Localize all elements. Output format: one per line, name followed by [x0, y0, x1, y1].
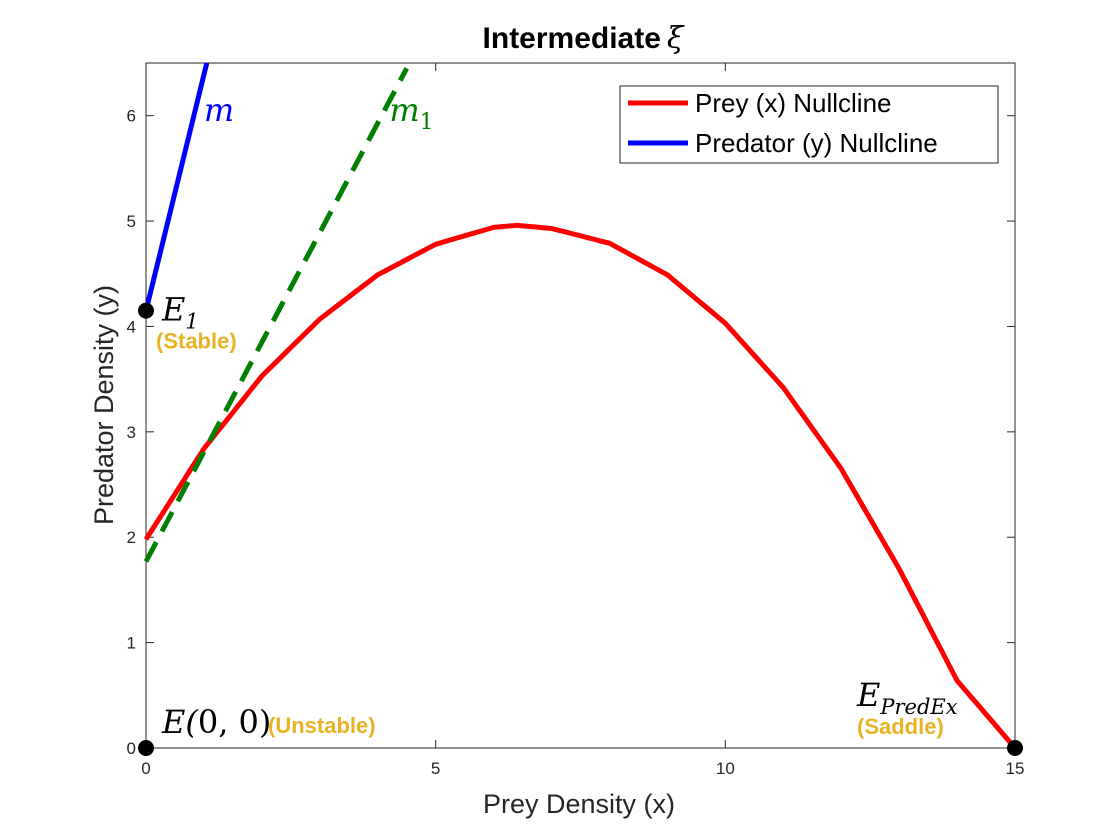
y-axis-label: Predator Density (y)	[89, 285, 119, 525]
equilibrium-e1-status: (Stable)	[156, 329, 237, 354]
y-tick-label: 4	[127, 317, 136, 336]
equilibrium-predex-marker	[1007, 740, 1023, 756]
plot-area	[145, 62, 1016, 749]
y-tick-label: 1	[127, 634, 136, 653]
x-tick-label: 15	[1006, 759, 1025, 778]
x-tick-label: 5	[431, 759, 440, 778]
chart-title: Intermediate ξ	[483, 21, 685, 56]
prey-nullcline	[143, 222, 1017, 750]
annotations: m m1 E1(Stable) E(0, 0)(Unstable) EPredEx(Sa…	[138, 91, 1023, 756]
y-tick-label: 5	[127, 212, 136, 231]
equilibrium-origin-label: E(0, 0)	[161, 703, 271, 741]
line-label-m1: m1	[389, 91, 433, 135]
legend-box	[619, 85, 999, 164]
legend: Prey (x) Nullcline Predator (y) Nullclin…	[619, 85, 999, 164]
series-layer	[143, 62, 1017, 750]
axis-ticks: 0 5 10 15 0 1 2 3 4 5 6	[127, 63, 1025, 778]
y-tick-label: 0	[127, 739, 136, 758]
m1-line	[143, 67, 409, 563]
legend-label-prey: Prey (x) Nullcline	[695, 88, 892, 118]
equilibrium-origin-status: (Unstable)	[268, 713, 376, 738]
equilibrium-e1-marker	[138, 302, 154, 319]
equilibrium-e1-label: E1	[161, 291, 199, 334]
line-label-m: m	[204, 91, 234, 129]
y-tick-label: 3	[127, 423, 136, 442]
y-tick-label: 6	[127, 107, 136, 126]
predator-nullcline	[143, 62, 210, 312]
x-axis-label: Prey Density (x)	[483, 789, 675, 819]
legend-label-predator: Predator (y) Nullcline	[695, 128, 938, 158]
equilibrium-origin-marker	[138, 740, 154, 756]
x-tick-label: 10	[716, 759, 735, 778]
x-tick-label: 0	[141, 759, 150, 778]
equilibrium-predex-status: (Saddle)	[857, 714, 944, 739]
y-tick-label: 2	[127, 528, 136, 547]
title-symbol: ξ	[667, 21, 685, 56]
equilibrium-predex-label: EPredEx	[856, 676, 958, 719]
